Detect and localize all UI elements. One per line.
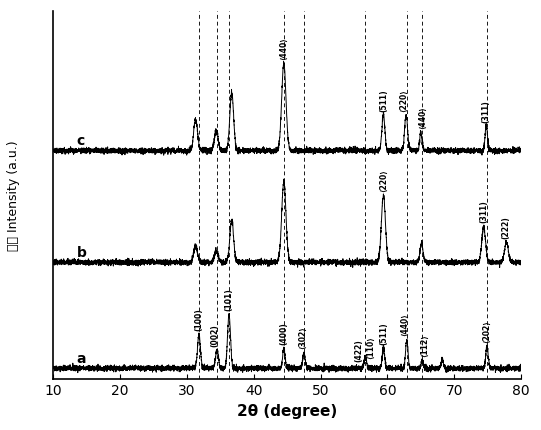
Text: ⟨202⟩: ⟨202⟩ — [483, 320, 491, 343]
Text: b: b — [77, 246, 87, 260]
Text: ⟨112⟩: ⟨112⟩ — [420, 335, 428, 357]
Text: (002): (002) — [210, 324, 220, 347]
Text: 强度 Intensity (a.u.): 强度 Intensity (a.u.) — [7, 140, 20, 251]
Text: (511): (511) — [379, 322, 388, 345]
Text: (222): (222) — [502, 216, 511, 239]
Text: ⟨440⟩: ⟨440⟩ — [400, 313, 410, 336]
Text: (422): (422) — [354, 339, 363, 362]
Text: ⟨440⟩: ⟨440⟩ — [279, 37, 288, 60]
Text: (311): (311) — [482, 100, 491, 123]
Text: (311): (311) — [479, 200, 488, 223]
Text: (101): (101) — [225, 289, 234, 311]
Text: (400): (400) — [279, 322, 288, 345]
Text: ⟨440⟩: ⟨440⟩ — [418, 107, 427, 129]
Text: ⟨220⟩: ⟨220⟩ — [400, 89, 408, 111]
Text: (511): (511) — [379, 89, 388, 111]
Text: ⟨302⟩: ⟨302⟩ — [298, 326, 307, 349]
Text: (100): (100) — [194, 309, 203, 332]
Text: ⟨220⟩: ⟨220⟩ — [379, 169, 388, 192]
Text: a: a — [77, 352, 86, 366]
Text: c: c — [77, 134, 85, 148]
Text: ⟨110⟩: ⟨110⟩ — [366, 337, 375, 359]
X-axis label: 2θ (degree): 2θ (degree) — [237, 404, 337, 419]
